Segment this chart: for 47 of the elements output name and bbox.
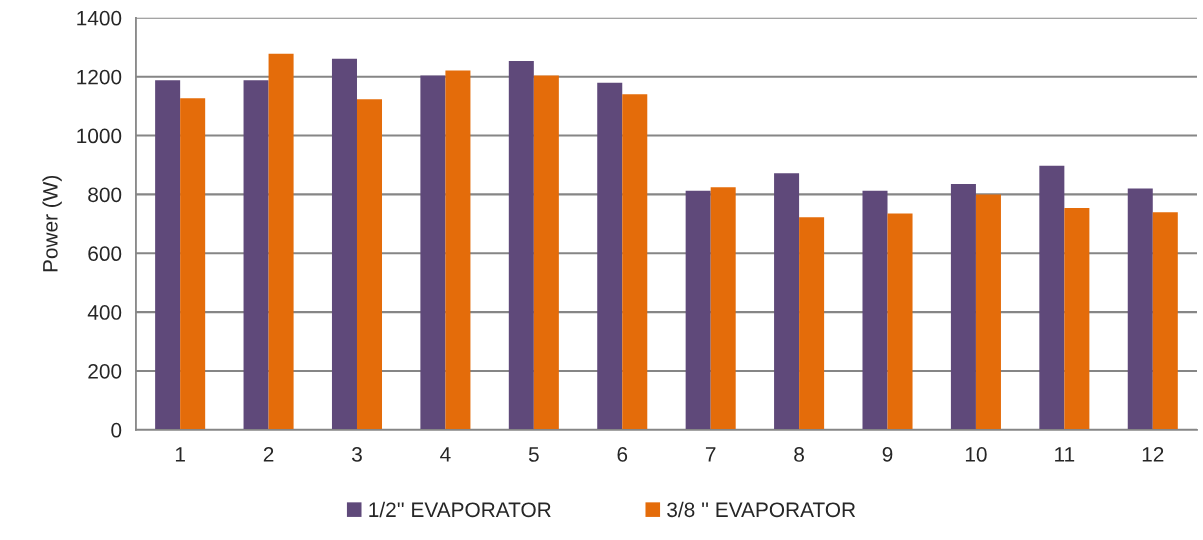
- y-tick-label: 800: [88, 187, 122, 203]
- y-tick-label: 200: [88, 363, 122, 379]
- x-tick-label: 11: [1055, 447, 1075, 462]
- bar: [597, 82, 623, 430]
- bar: [1152, 212, 1178, 430]
- y-tick-label: 0: [111, 422, 122, 438]
- bar: [862, 190, 888, 430]
- bar: [180, 98, 206, 430]
- bar: [356, 99, 383, 430]
- bar: [331, 58, 357, 430]
- bar: [1064, 207, 1090, 430]
- bar: [420, 75, 446, 430]
- y-tick-label: 1400: [77, 10, 122, 26]
- bar: [1127, 188, 1153, 430]
- bar: [774, 173, 800, 430]
- x-tick-label: 7: [705, 447, 716, 462]
- bar: [155, 80, 181, 430]
- bar: [268, 53, 294, 430]
- x-tick-label: 10: [965, 447, 987, 462]
- bar: [975, 194, 1001, 430]
- bar: [887, 213, 913, 430]
- x-tick-label: 8: [794, 447, 804, 462]
- bar: [950, 184, 976, 430]
- x-tick-label: 2: [263, 447, 274, 462]
- legend-label: 3/8 '' EVAPORATOR: [667, 501, 856, 518]
- y-tick-label: 1000: [77, 128, 122, 144]
- x-tick-label: 4: [440, 447, 451, 462]
- bar: [243, 80, 269, 430]
- bar: [799, 217, 825, 430]
- x-tick-label: 5: [528, 447, 539, 462]
- bar: [533, 75, 559, 430]
- legend-label: 1/2'' EVAPORATOR: [369, 501, 551, 518]
- x-tick-label: 1: [175, 447, 185, 462]
- bar: [685, 190, 711, 430]
- bar: [508, 61, 534, 430]
- bar: [622, 94, 648, 430]
- y-axis-title: Power (W): [42, 175, 62, 272]
- y-tick-label: 1200: [77, 69, 122, 85]
- bar: [710, 187, 736, 430]
- y-tick-label: 400: [87, 305, 122, 320]
- y-tick-label: 600: [88, 246, 122, 262]
- x-tick-label: 12: [1142, 447, 1164, 462]
- x-tick-label: 6: [617, 447, 628, 462]
- bar: [445, 70, 471, 430]
- bar: [1039, 165, 1065, 430]
- x-tick-label: 3: [351, 447, 362, 462]
- x-tick-label: 9: [882, 447, 893, 462]
